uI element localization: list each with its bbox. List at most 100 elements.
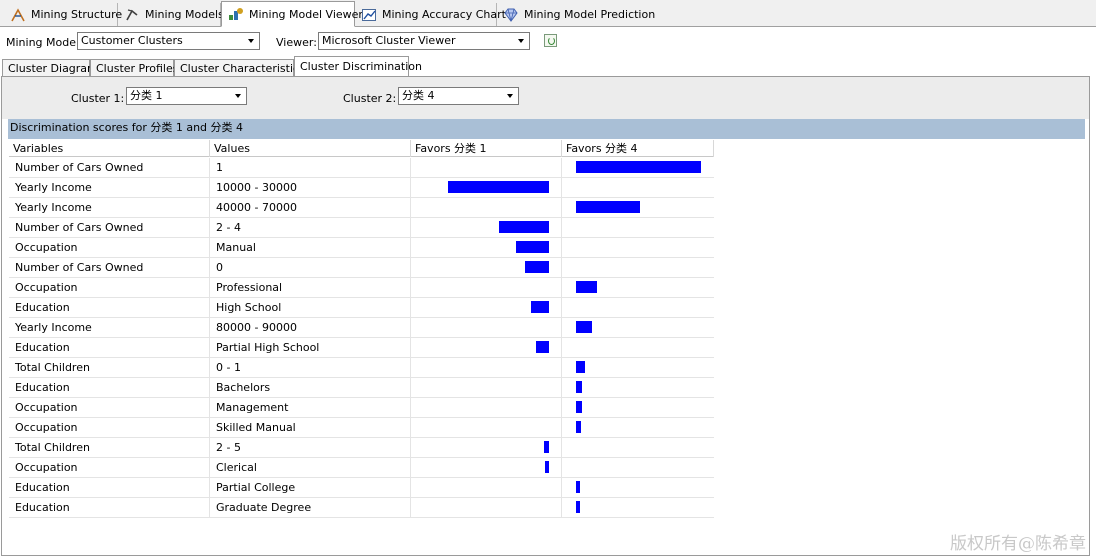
value-cell: 0 - 1 xyxy=(210,358,411,378)
designer-tab-bar: Mining Structure Mining Models Mining Mo… xyxy=(0,0,1096,27)
tab-cluster-diagram[interactable]: Cluster Diagram xyxy=(2,59,98,77)
favors-4-score-bar xyxy=(576,381,582,393)
table-row[interactable]: Education Bachelors xyxy=(9,378,714,398)
table-row[interactable]: Yearly Income 10000 - 30000 xyxy=(9,178,714,198)
favors-4-score-bar xyxy=(576,421,581,433)
cluster1-value: 分类 1 xyxy=(130,89,163,102)
favors-1-cell xyxy=(411,498,562,518)
tab-cluster-characteristics[interactable]: Cluster Characteristics xyxy=(174,59,305,77)
viewer-value: Microsoft Cluster Viewer xyxy=(322,34,456,47)
column-header-favors-1[interactable]: Favors 分类 1 xyxy=(411,140,562,157)
tab-label: Mining Model Prediction xyxy=(524,8,656,21)
favors-1-cell xyxy=(411,378,562,398)
diamond-icon xyxy=(503,7,519,23)
value-cell: Manual xyxy=(210,238,411,258)
tab-label: Mining Structure xyxy=(31,8,123,21)
value-cell: 2 - 5 xyxy=(210,438,411,458)
mining-models-icon xyxy=(124,7,140,23)
cluster1-label: Cluster 1: xyxy=(71,92,125,105)
tab-label: Mining Accuracy Chart xyxy=(382,8,506,21)
variable-cell: Number of Cars Owned xyxy=(9,218,210,238)
value-cell: Graduate Degree xyxy=(210,498,411,518)
table-row[interactable]: Number of Cars Owned 2 - 4 xyxy=(9,218,714,238)
tab-mining-structure[interactable]: Mining Structure xyxy=(4,3,122,26)
viewer-label: Viewer: xyxy=(276,36,317,49)
favors-4-score-bar xyxy=(576,281,597,293)
table-row[interactable]: Yearly Income 80000 - 90000 xyxy=(9,318,714,338)
table-row[interactable]: Education Graduate Degree xyxy=(9,498,714,518)
variable-cell: Occupation xyxy=(9,398,210,418)
table-row[interactable]: Occupation Manual xyxy=(9,238,714,258)
cluster1-select[interactable]: 分类 1 xyxy=(126,87,247,105)
tab-mining-accuracy-chart[interactable]: Mining Accuracy Chart xyxy=(355,3,506,26)
favors-1-cell xyxy=(411,418,562,438)
refresh-icon[interactable] xyxy=(544,34,557,47)
variable-cell: Education xyxy=(9,298,210,318)
favors-1-cell xyxy=(411,258,562,278)
table-row[interactable]: Education Partial High School xyxy=(9,338,714,358)
table-row[interactable]: Education Partial College xyxy=(9,478,714,498)
value-cell: High School xyxy=(210,298,411,318)
value-cell: Bachelors xyxy=(210,378,411,398)
cluster2-value: 分类 4 xyxy=(402,89,435,102)
mining-model-select[interactable]: Customer Clusters xyxy=(77,32,260,50)
table-row[interactable]: Occupation Clerical xyxy=(9,458,714,478)
table-row[interactable]: Yearly Income 40000 - 70000 xyxy=(9,198,714,218)
favors-1-cell xyxy=(411,298,562,318)
tab-mining-model-viewer[interactable]: Mining Model Viewer xyxy=(221,1,363,27)
variable-cell: Education xyxy=(9,478,210,498)
column-header-values[interactable]: Values xyxy=(210,140,411,157)
favors-1-cell xyxy=(411,318,562,338)
table-row[interactable]: Occupation Management xyxy=(9,398,714,418)
viewer-subtabs: Cluster Diagram Cluster Profiles Cluster… xyxy=(0,56,1096,77)
variable-cell: Number of Cars Owned xyxy=(9,158,210,178)
variable-cell: Education xyxy=(9,338,210,358)
tab-cluster-discrimination[interactable]: Cluster Discrimination xyxy=(294,56,422,77)
mining-model-viewer-icon xyxy=(228,6,244,22)
variable-cell: Yearly Income xyxy=(9,198,210,218)
favors-4-score-bar xyxy=(576,401,582,413)
favors-1-score-bar xyxy=(544,441,549,453)
favors-1-cell xyxy=(411,398,562,418)
table-row[interactable]: Occupation Professional xyxy=(9,278,714,298)
variable-cell: Yearly Income xyxy=(9,318,210,338)
chevron-down-icon xyxy=(230,88,246,104)
favors-1-cell xyxy=(411,178,562,198)
column-header-variables[interactable]: Variables xyxy=(9,140,210,157)
favors-1-cell xyxy=(411,158,562,178)
favors-1-cell xyxy=(411,458,562,478)
variable-cell: Education xyxy=(9,378,210,398)
favors-1-score-bar xyxy=(531,301,549,313)
variable-cell: Yearly Income xyxy=(9,178,210,198)
favors-1-cell xyxy=(411,438,562,458)
table-row[interactable]: Occupation Skilled Manual xyxy=(9,418,714,438)
value-cell: Professional xyxy=(210,278,411,298)
chevron-down-icon xyxy=(513,33,529,49)
grid-header-row: Variables Values Favors 分类 1 Favors 分类 4 xyxy=(9,140,714,157)
mining-model-label: Mining Model: xyxy=(6,36,83,49)
variable-cell: Occupation xyxy=(9,238,210,258)
discrimination-panel: Cluster 1: 分类 1 Cluster 2: 分类 4 Discrimi… xyxy=(1,76,1090,556)
tab-mining-models[interactable]: Mining Models xyxy=(118,3,224,26)
column-header-favors-4[interactable]: Favors 分类 4 xyxy=(562,140,714,157)
table-row[interactable]: Number of Cars Owned 1 xyxy=(9,158,714,178)
value-cell: 2 - 4 xyxy=(210,218,411,238)
favors-4-score-bar xyxy=(576,501,580,513)
favors-1-score-bar xyxy=(525,261,549,273)
table-row[interactable]: Education High School xyxy=(9,298,714,318)
variable-cell: Occupation xyxy=(9,418,210,438)
viewer-select[interactable]: Microsoft Cluster Viewer xyxy=(318,32,530,50)
value-cell: Clerical xyxy=(210,458,411,478)
favors-1-score-bar xyxy=(448,181,549,193)
favors-1-cell xyxy=(411,238,562,258)
tab-mining-model-prediction[interactable]: Mining Model Prediction xyxy=(497,3,655,26)
favors-4-score-bar xyxy=(576,201,640,213)
cluster2-select[interactable]: 分类 4 xyxy=(398,87,519,105)
table-row[interactable]: Number of Cars Owned 0 xyxy=(9,258,714,278)
table-row[interactable]: Total Children 0 - 1 xyxy=(9,358,714,378)
variable-cell: Education xyxy=(9,498,210,518)
value-cell: 1 xyxy=(210,158,411,178)
tab-cluster-profiles[interactable]: Cluster Profiles xyxy=(90,59,178,77)
cluster-selector-bar: Cluster 1: 分类 1 Cluster 2: 分类 4 xyxy=(2,77,1089,119)
table-row[interactable]: Total Children 2 - 5 xyxy=(9,438,714,458)
